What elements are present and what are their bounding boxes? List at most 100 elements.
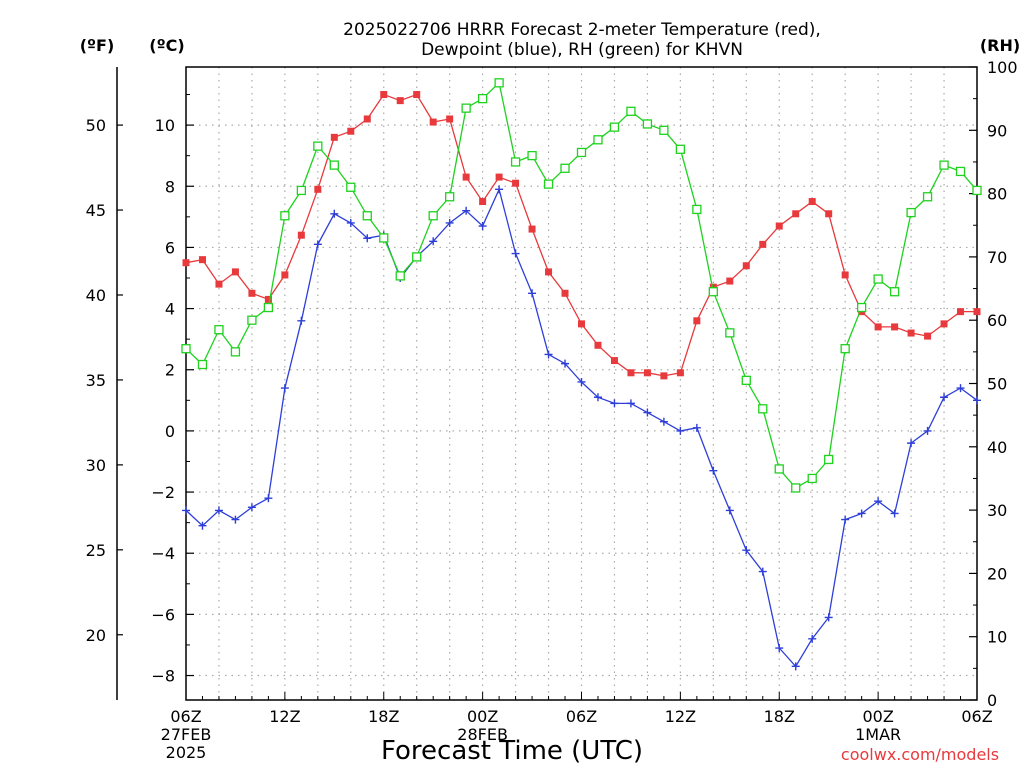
data-point — [429, 237, 438, 246]
x-tick-label: 06Z — [566, 707, 597, 726]
data-point — [197, 359, 208, 370]
fahrenheit-unit-label: (ºF) — [80, 36, 115, 55]
data-point — [510, 157, 521, 167]
data-point — [576, 147, 587, 158]
data-point — [659, 417, 668, 426]
data-point — [362, 211, 372, 221]
data-point — [330, 209, 339, 218]
data-point — [692, 204, 702, 215]
rh-tick-label: 90 — [987, 121, 1007, 140]
axes — [116, 66, 978, 701]
fahrenheit-tick-label: 25 — [86, 541, 106, 560]
data-point — [593, 135, 603, 145]
data-point — [924, 332, 932, 340]
data-point — [396, 97, 404, 105]
celsius-tick-label: 10 — [155, 116, 175, 135]
data-point — [708, 287, 718, 297]
data-point — [462, 173, 470, 181]
rh-tick-label: 80 — [987, 185, 1007, 204]
x-tick-label: 18Z — [764, 707, 795, 726]
data-point — [593, 393, 602, 402]
data-point — [824, 613, 833, 622]
credit-label: coolwx.com/models — [841, 745, 999, 764]
rh-tick-label: 60 — [987, 311, 1007, 330]
data-point — [726, 277, 734, 285]
series-temperature — [182, 91, 981, 380]
data-point — [543, 179, 554, 189]
data-point — [512, 179, 520, 187]
data-point — [248, 289, 256, 297]
data-point — [560, 163, 570, 173]
data-point — [313, 141, 323, 151]
data-point — [940, 393, 949, 402]
data-point — [808, 634, 817, 643]
celsius-unit-label: (ºC) — [149, 36, 184, 55]
x-tick-label: 12Z — [269, 707, 300, 726]
data-point — [626, 106, 636, 116]
data-point — [413, 91, 421, 99]
data-point — [280, 211, 290, 221]
data-point — [528, 225, 536, 233]
rh-tick-label: 50 — [987, 375, 1007, 394]
data-point — [741, 375, 751, 385]
data-point — [891, 323, 899, 331]
data-point — [329, 160, 339, 170]
data-point — [840, 344, 850, 354]
data-point — [940, 320, 948, 328]
chart-title-line2: Dewpoint (blue), RH (green) for KHVN — [421, 40, 743, 60]
rh-tick-label: 10 — [987, 628, 1007, 647]
series — [181, 78, 982, 671]
data-point — [643, 408, 652, 417]
data-point — [478, 222, 487, 231]
x-tick-label: 06Z — [961, 707, 992, 726]
data-point — [214, 325, 224, 335]
series-line-rh — [185, 81, 978, 489]
rh-tick-label: 20 — [987, 564, 1007, 583]
data-point — [462, 206, 471, 215]
fahrenheit-tick-label: 30 — [86, 456, 106, 475]
data-point — [561, 289, 569, 297]
x-tick-label: 18Z — [368, 707, 399, 726]
data-point — [461, 103, 471, 113]
data-point — [841, 271, 849, 279]
data-point — [643, 369, 651, 377]
data-point — [972, 185, 982, 196]
data-point — [346, 218, 355, 227]
grid — [186, 67, 977, 700]
data-point — [889, 287, 900, 297]
data-point — [807, 473, 817, 484]
data-point — [445, 192, 455, 202]
data-point — [477, 94, 488, 104]
series-rh — [181, 78, 982, 493]
rh-tick-label: 30 — [987, 501, 1007, 520]
data-point — [775, 644, 784, 653]
data-point — [660, 372, 668, 380]
data-point — [742, 262, 750, 270]
data-point — [956, 384, 965, 393]
data-point — [198, 256, 206, 264]
data-point — [313, 240, 322, 249]
data-point — [330, 133, 338, 141]
series-dewpoint — [182, 185, 981, 671]
x-tick-label: 12Z — [665, 707, 696, 726]
tick-labels: −8−6−4−202468102025303540455001020304050… — [86, 58, 1018, 762]
rh-tick-label: 0 — [987, 691, 997, 710]
data-point — [775, 222, 783, 230]
chart-title-line1: 2025022706 HRRR Forecast 2-meter Tempera… — [343, 20, 821, 40]
data-point — [973, 396, 981, 405]
data-point — [824, 454, 834, 465]
data-point — [181, 344, 191, 354]
data-point — [907, 439, 916, 448]
x-tick-label: 2025 — [166, 743, 207, 762]
fahrenheit-tick-label: 20 — [86, 626, 106, 645]
fahrenheit-tick-label: 35 — [86, 371, 106, 390]
data-point — [594, 341, 602, 349]
data-point — [610, 357, 618, 365]
x-tick-label: 28FEB — [457, 725, 508, 744]
fahrenheit-tick-label: 50 — [86, 116, 106, 135]
rh-unit-label: (RH) — [980, 36, 1020, 55]
data-point — [922, 192, 933, 202]
data-point — [709, 466, 718, 475]
data-point — [479, 198, 487, 206]
